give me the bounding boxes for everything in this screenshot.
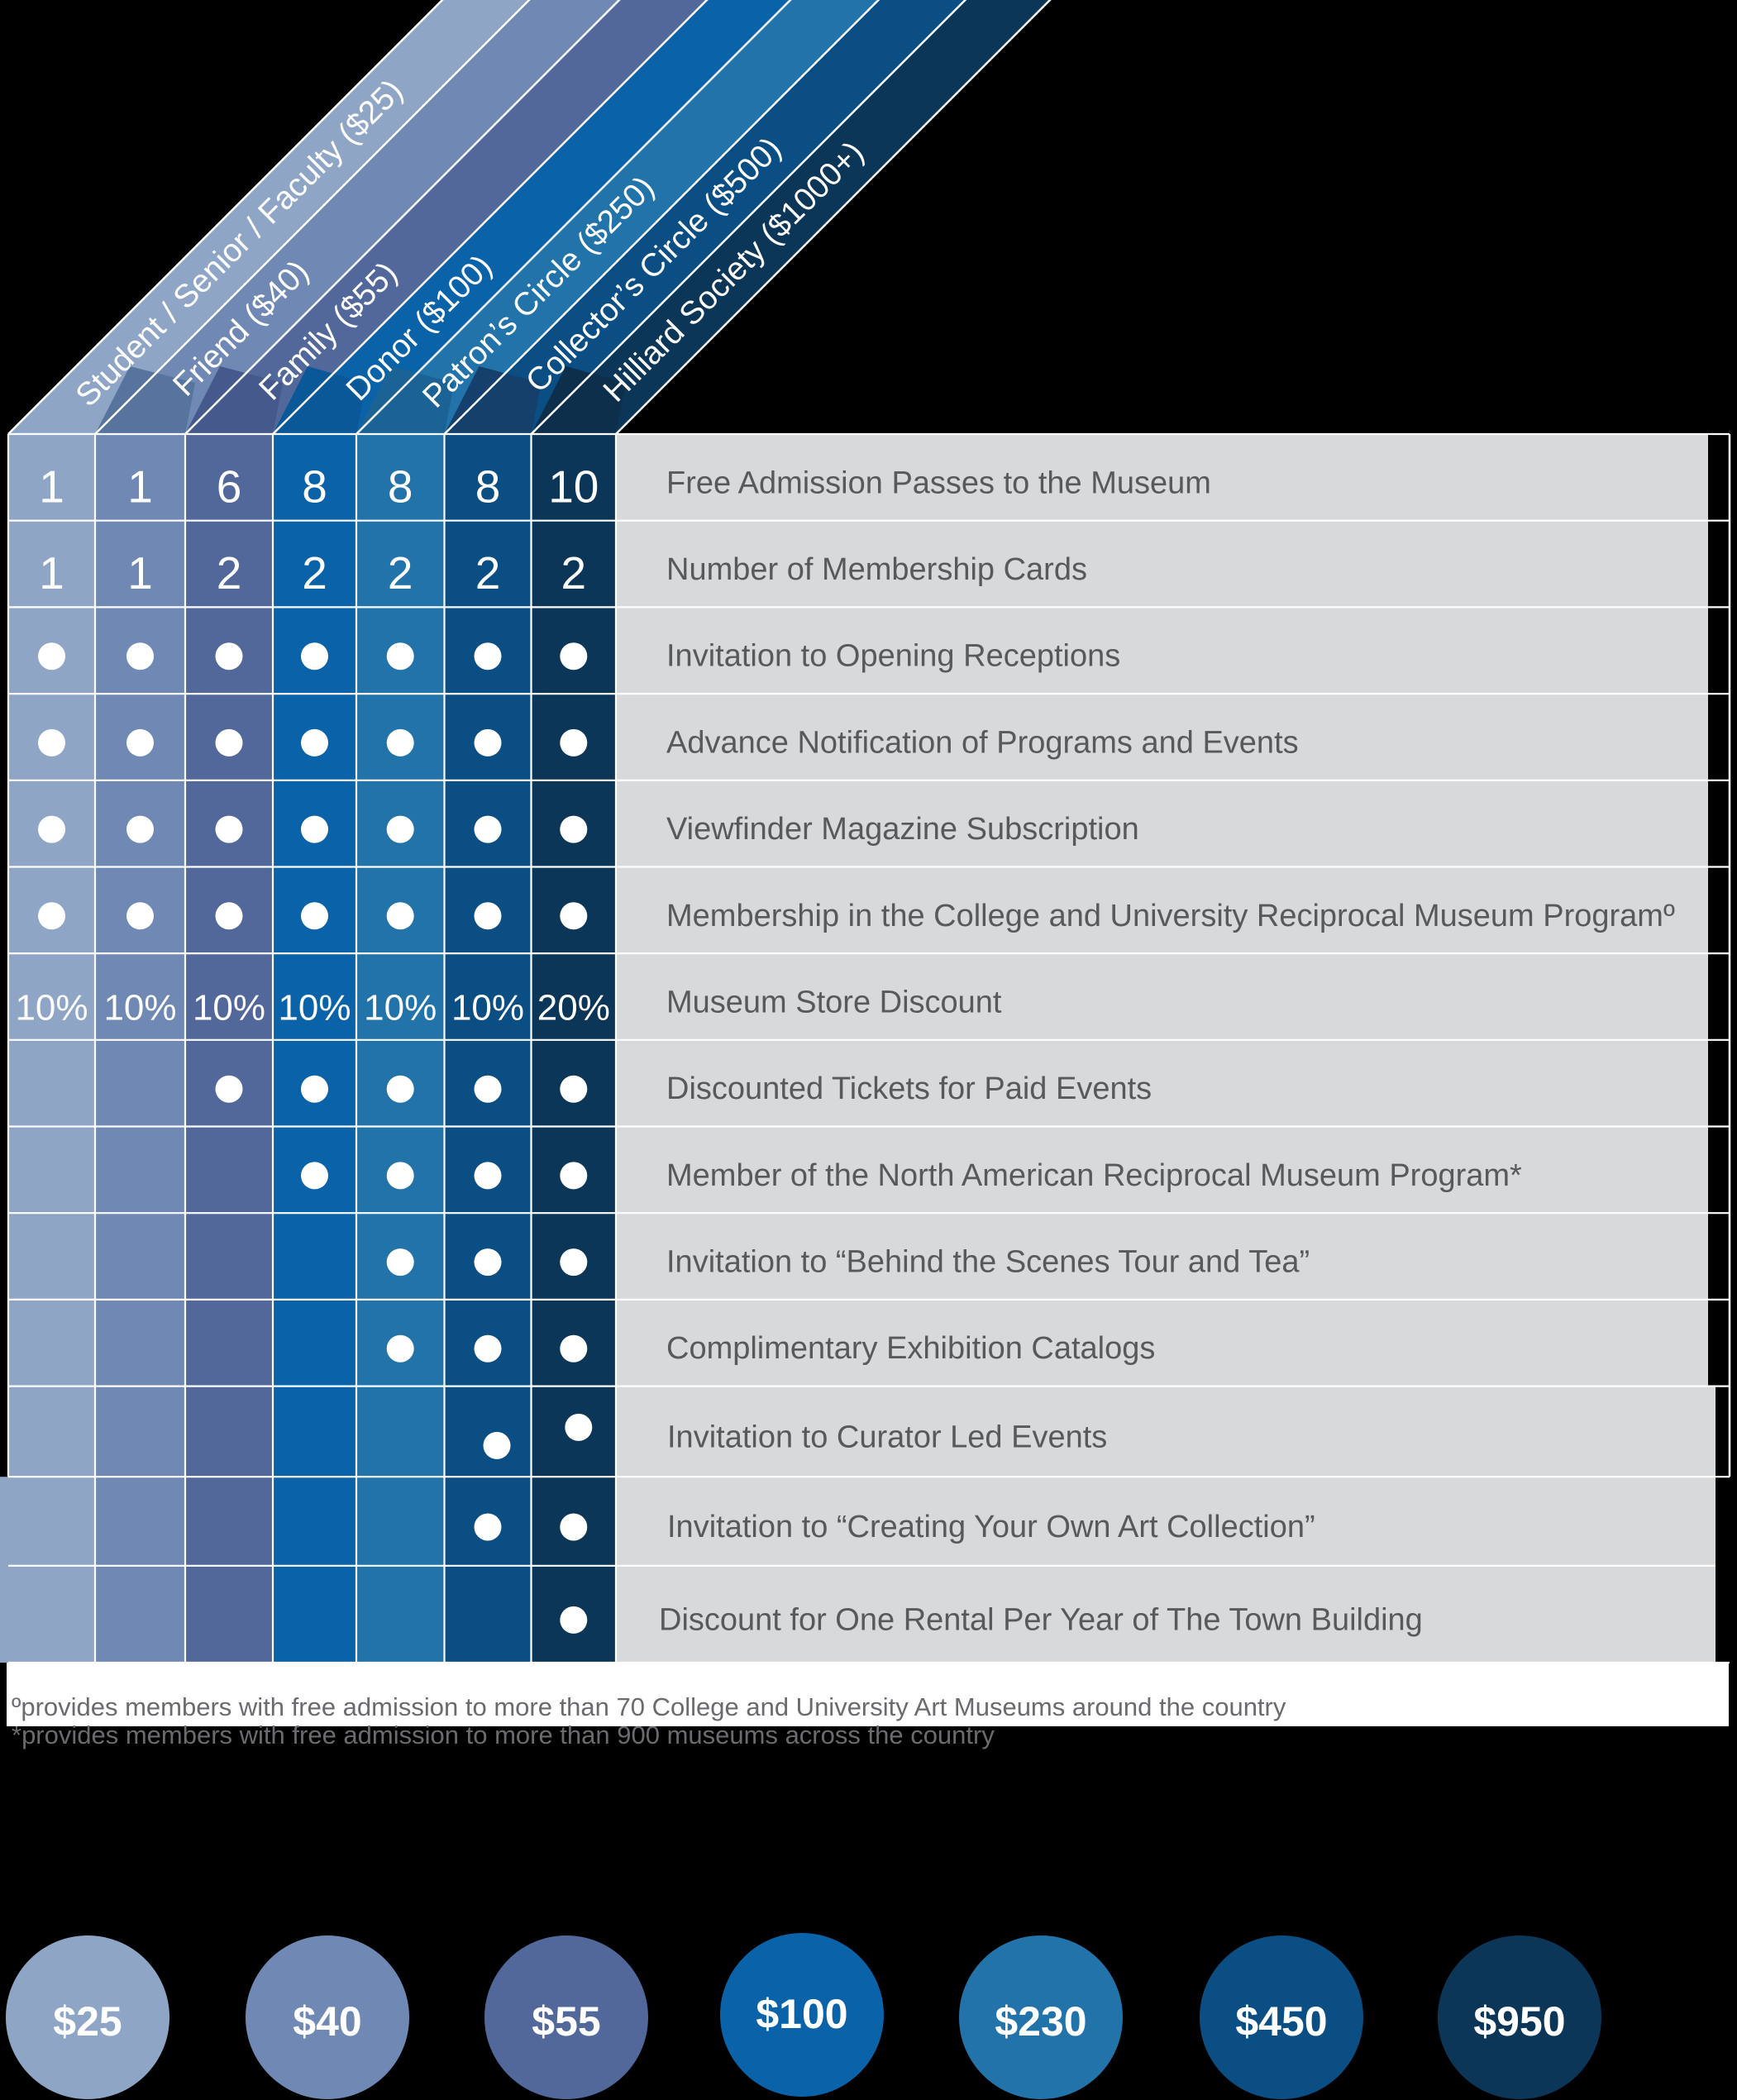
svg-text:$55: $55 <box>532 1998 600 2045</box>
svg-text:10%: 10% <box>15 988 88 1029</box>
svg-text:Museum Store Discount: Museum Store Discount <box>666 986 1002 1020</box>
svg-text:8: 8 <box>475 461 501 512</box>
svg-text:Complimentary Exhibition Catal: Complimentary Exhibition Catalogs <box>666 1331 1155 1366</box>
svg-text:Invitation to “Creating Your O: Invitation to “Creating Your Own Art Col… <box>667 1510 1315 1544</box>
svg-text:ºprovides members with free ad: ºprovides members with free admission to… <box>12 1692 1286 1721</box>
svg-text:Number of Membership Cards: Number of Membership Cards <box>666 552 1087 587</box>
svg-text:8: 8 <box>302 461 327 512</box>
svg-text:$450: $450 <box>1235 1998 1327 2045</box>
svg-text:1: 1 <box>39 547 64 599</box>
svg-text:Viewfinder Magazine Subscripti: Viewfinder Magazine Subscription <box>666 812 1139 847</box>
svg-text:$230: $230 <box>995 1998 1086 2045</box>
svg-text:Discount for One Rental Per Ye: Discount for One Rental Per Year of The … <box>659 1602 1423 1637</box>
svg-text:Free Admission Passes to the M: Free Admission Passes to the Museum <box>666 465 1211 500</box>
svg-text:Advance Notification of Progra: Advance Notification of Programs and Eve… <box>666 725 1299 760</box>
svg-text:6: 6 <box>217 461 242 512</box>
svg-text:2: 2 <box>475 547 501 599</box>
svg-text:20%: 20% <box>537 988 610 1029</box>
svg-text:Invitation to Curator Led Even: Invitation to Curator Led Events <box>667 1420 1107 1454</box>
svg-text:Discounted Tickets for Paid Ev: Discounted Tickets for Paid Events <box>666 1071 1152 1106</box>
svg-text:1: 1 <box>39 461 64 512</box>
svg-text:$40: $40 <box>293 1998 361 2045</box>
svg-text:1: 1 <box>127 461 153 512</box>
svg-text:10%: 10% <box>103 988 176 1029</box>
svg-text:2: 2 <box>217 547 242 599</box>
svg-text:$25: $25 <box>53 1998 122 2045</box>
svg-text:8: 8 <box>388 461 413 512</box>
svg-text:$950: $950 <box>1473 1998 1565 2045</box>
svg-text:10%: 10% <box>364 988 437 1029</box>
svg-text:10%: 10% <box>451 988 524 1029</box>
svg-text:Member of the North American R: Member of the North American Reciprocal … <box>666 1158 1522 1193</box>
svg-text:Invitation to “Behind the Scen: Invitation to “Behind the Scenes Tour an… <box>666 1245 1310 1280</box>
svg-text:10%: 10% <box>278 988 351 1029</box>
svg-text:$100: $100 <box>756 1991 847 2037</box>
svg-text:10%: 10% <box>193 988 265 1029</box>
svg-text:2: 2 <box>388 547 413 599</box>
svg-text:10: 10 <box>548 461 599 512</box>
svg-text:*provides members with free ad: *provides members with free admission to… <box>12 1721 995 1749</box>
svg-text:1: 1 <box>127 547 153 599</box>
svg-text:2: 2 <box>302 547 327 599</box>
svg-text:2: 2 <box>561 547 587 599</box>
svg-text:Membership in the College and: Membership in the College and University… <box>666 899 1675 933</box>
svg-text:Invitation to Opening Receptio: Invitation to Opening Receptions <box>666 639 1120 674</box>
